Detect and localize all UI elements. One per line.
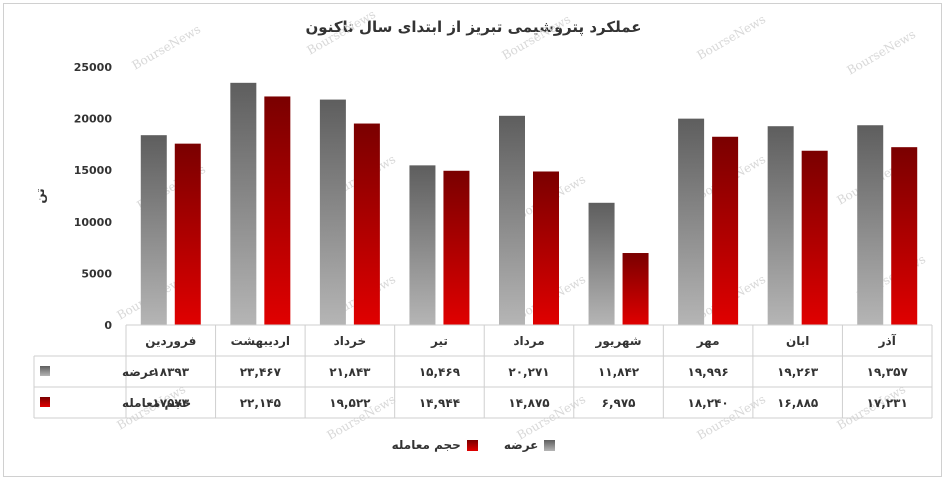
bar-supply bbox=[767, 126, 794, 325]
y-tick-label: 20000 bbox=[74, 113, 113, 126]
data-label: ۱۵,۴۶۹ bbox=[419, 365, 461, 379]
category-label: اردیبهشت bbox=[231, 334, 290, 348]
watermark-text: BourseNews bbox=[695, 12, 769, 63]
data-label: ۱۹,۳۵۷ bbox=[867, 365, 909, 379]
category-label: فروردین bbox=[145, 334, 196, 349]
category-label: ابان bbox=[786, 334, 809, 348]
data-label: ۱۷,۲۳۱ bbox=[867, 396, 908, 410]
bar-supply bbox=[319, 99, 346, 326]
bar-supply bbox=[230, 82, 257, 325]
y-tick-label: 10000 bbox=[74, 216, 113, 229]
data-label: ۱۴,۸۷۵ bbox=[508, 396, 549, 410]
category-label: خرداد bbox=[334, 334, 367, 348]
table-series-name: عرضه bbox=[122, 365, 157, 379]
watermark-text: BourseNews bbox=[305, 7, 379, 58]
bar-supply bbox=[140, 135, 167, 325]
category-label: مهر bbox=[696, 334, 720, 348]
bar-volume bbox=[801, 150, 828, 325]
table-swatch-volume bbox=[40, 397, 50, 407]
table-swatch-supply bbox=[40, 366, 50, 376]
chart-title: عملکرد پتروشیمی تبریز از ابتدای سال تاکن… bbox=[305, 18, 642, 36]
data-label: ۱۸,۲۴۰ bbox=[688, 396, 729, 410]
category-label: آذر bbox=[878, 333, 897, 348]
category-label: شهریور bbox=[594, 334, 641, 349]
chart-legend: عرضه حجم معامله bbox=[0, 438, 947, 452]
watermark-text: BourseNews bbox=[130, 22, 204, 73]
y-axis-label: تن bbox=[33, 188, 47, 203]
bar-supply bbox=[499, 115, 525, 325]
legend-swatch-volume bbox=[466, 439, 478, 451]
bar-supply bbox=[409, 165, 436, 325]
data-label: ۱۷۵۷۳ bbox=[152, 396, 189, 410]
bar-volume bbox=[353, 123, 380, 325]
data-label: ۱۹,۵۲۲ bbox=[329, 396, 371, 410]
legend-label-volume: حجم معامله bbox=[391, 438, 461, 452]
table-series-name: حجم معامله bbox=[122, 396, 191, 410]
data-label: ۶,۹۷۵ bbox=[602, 396, 636, 410]
watermark-text: BourseNews bbox=[500, 12, 574, 63]
y-tick-label: 0 bbox=[104, 319, 112, 332]
data-label: ۱۹,۹۹۶ bbox=[688, 365, 729, 379]
bar-volume bbox=[712, 136, 739, 325]
bar-volume bbox=[622, 253, 649, 325]
data-label: ۱۶,۸۸۵ bbox=[777, 396, 818, 410]
category-label: تیر bbox=[430, 334, 448, 348]
data-label: ۲۲,۱۴۵ bbox=[240, 396, 281, 410]
data-label: ۲۳,۴۶۷ bbox=[240, 365, 282, 379]
legend-swatch-supply bbox=[544, 439, 556, 451]
data-label: ۲۰,۲۷۱ bbox=[508, 365, 549, 379]
y-tick-label: 15000 bbox=[74, 164, 113, 177]
category-label: مرداد bbox=[513, 334, 544, 348]
bar-volume bbox=[264, 96, 291, 326]
y-tick-label: 5000 bbox=[81, 267, 112, 280]
bar-volume bbox=[174, 143, 201, 325]
y-tick-label: 25000 bbox=[74, 61, 113, 74]
legend-item-volume: حجم معامله bbox=[392, 438, 478, 452]
legend-label-supply: عرضه bbox=[503, 438, 539, 452]
data-label: ۱۹,۲۶۳ bbox=[777, 365, 819, 379]
watermark-text: BourseNews bbox=[845, 27, 919, 78]
bar-supply bbox=[588, 202, 615, 325]
data-label: ۱۱,۸۴۲ bbox=[598, 365, 640, 379]
bar-volume bbox=[891, 147, 918, 325]
bar-volume bbox=[443, 170, 470, 325]
bar-supply bbox=[678, 118, 705, 325]
bar-volume bbox=[533, 171, 559, 325]
bar-supply bbox=[857, 125, 884, 325]
data-label: ۱۸۳۹۳ bbox=[152, 365, 189, 379]
data-label: ۲۱,۸۴۳ bbox=[329, 365, 371, 379]
data-label: ۱۴,۹۴۴ bbox=[419, 396, 460, 410]
legend-item-supply: عرضه bbox=[504, 438, 556, 452]
